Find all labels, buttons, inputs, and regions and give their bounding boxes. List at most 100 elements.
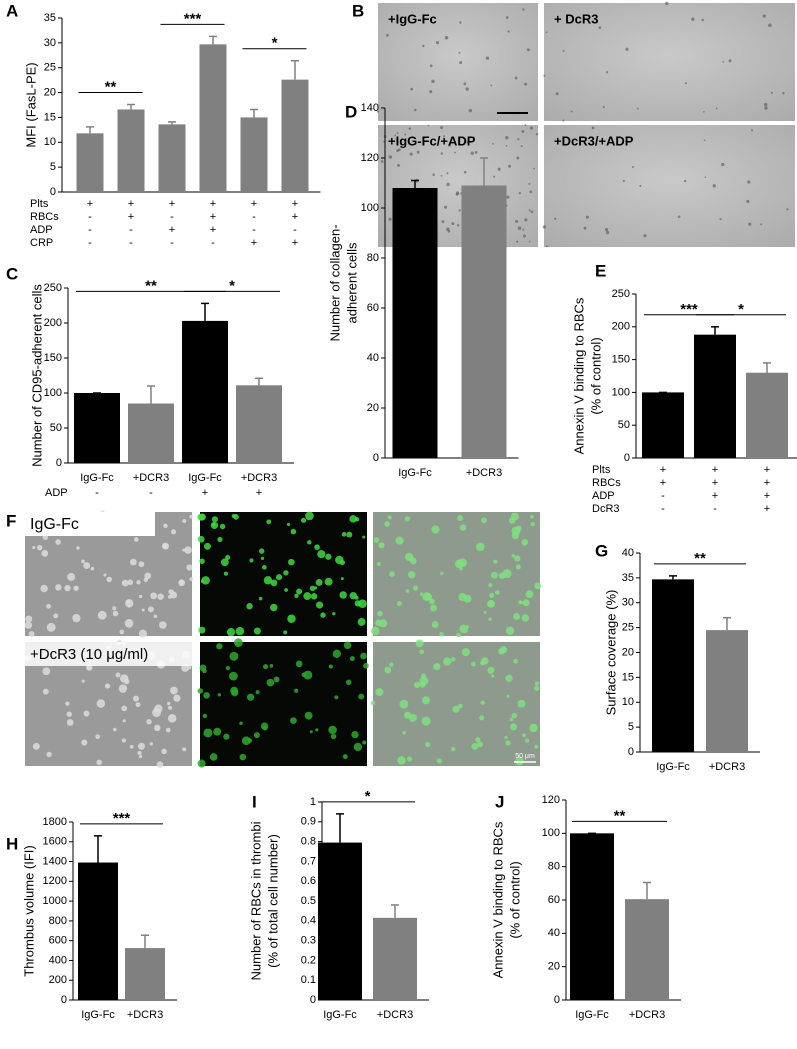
cell bbox=[770, 91, 773, 94]
cell bbox=[431, 525, 440, 534]
cell bbox=[41, 549, 49, 557]
cell bbox=[488, 583, 493, 588]
significance-label: * bbox=[365, 788, 371, 805]
cell bbox=[121, 738, 127, 743]
cell bbox=[493, 559, 498, 564]
cell bbox=[509, 723, 518, 731]
image-label: IgG-Fc bbox=[30, 516, 79, 533]
y-tick-label: 20 bbox=[548, 961, 560, 973]
cell bbox=[528, 209, 531, 212]
cell bbox=[378, 542, 385, 549]
cell bbox=[103, 573, 107, 577]
cell bbox=[96, 759, 102, 766]
cell bbox=[40, 584, 48, 593]
y-tick-label: 0 bbox=[61, 994, 67, 1006]
cell bbox=[481, 517, 487, 524]
cell bbox=[639, 184, 642, 188]
condition-sign: + bbox=[202, 487, 208, 499]
y-tick-label: 0.1 bbox=[301, 974, 316, 986]
condition-sign: + bbox=[251, 198, 257, 210]
x-tick-label: IgG-Fc bbox=[656, 761, 690, 773]
cell bbox=[489, 592, 495, 598]
y-tick-label: 20 bbox=[44, 86, 56, 98]
cell bbox=[273, 676, 280, 683]
cell bbox=[377, 610, 383, 617]
cell bbox=[235, 626, 245, 636]
cell bbox=[156, 761, 164, 768]
cell bbox=[260, 722, 269, 730]
y-axis-label: adherent cells bbox=[344, 242, 359, 323]
micrograph bbox=[544, 125, 795, 247]
cell bbox=[305, 511, 314, 521]
cell bbox=[511, 526, 521, 536]
bar bbox=[199, 44, 227, 192]
cell bbox=[425, 741, 431, 748]
y-tick-label: 50 bbox=[618, 419, 630, 431]
cell bbox=[149, 742, 154, 746]
cell bbox=[157, 593, 164, 600]
bar bbox=[236, 385, 282, 463]
condition-name: Plts bbox=[30, 198, 49, 210]
cell bbox=[386, 33, 389, 37]
condition-sign: + bbox=[210, 198, 216, 210]
cell bbox=[399, 699, 409, 709]
cell bbox=[504, 735, 508, 739]
cell bbox=[315, 578, 323, 586]
cell bbox=[521, 614, 530, 622]
bar bbox=[652, 579, 694, 752]
cell bbox=[136, 580, 141, 585]
cell bbox=[751, 129, 754, 132]
condition-sign: + bbox=[292, 198, 298, 210]
cell bbox=[602, 106, 605, 109]
y-axis-label: (% of control) bbox=[588, 337, 603, 414]
cell bbox=[520, 145, 523, 148]
cell bbox=[404, 133, 407, 136]
cell bbox=[443, 135, 446, 138]
cell bbox=[246, 693, 255, 701]
cell bbox=[345, 679, 352, 686]
cell bbox=[534, 681, 539, 686]
cell bbox=[722, 60, 725, 63]
y-axis-label: Number of RBCs in thrombi bbox=[248, 821, 263, 980]
y-tick-label: 100 bbox=[361, 202, 379, 214]
y-tick-label: 200 bbox=[44, 317, 62, 329]
cell bbox=[782, 92, 785, 95]
cell bbox=[163, 523, 168, 529]
cell bbox=[524, 218, 528, 222]
label-background bbox=[25, 642, 192, 666]
micrograph bbox=[544, 3, 795, 121]
cell bbox=[491, 674, 495, 678]
cell bbox=[199, 558, 205, 564]
cell bbox=[161, 542, 169, 550]
cell bbox=[465, 87, 469, 91]
cell bbox=[524, 124, 527, 127]
cell bbox=[419, 676, 429, 686]
y-tick-label: 35 bbox=[622, 572, 634, 584]
cell bbox=[509, 717, 514, 722]
cell bbox=[246, 603, 253, 610]
cell bbox=[529, 126, 533, 130]
x-tick-label: +DCR3 bbox=[241, 472, 277, 484]
condition-sign: + bbox=[712, 477, 718, 489]
y-tick-label: 800 bbox=[49, 915, 67, 927]
cell bbox=[138, 629, 147, 638]
cell bbox=[516, 240, 519, 243]
cell bbox=[106, 576, 112, 583]
cell bbox=[497, 167, 501, 171]
cell bbox=[388, 217, 392, 221]
significance-label: ** bbox=[145, 277, 157, 294]
cell bbox=[228, 671, 238, 681]
cell bbox=[452, 705, 460, 713]
cell bbox=[186, 564, 193, 571]
micrograph bbox=[200, 642, 367, 766]
cell bbox=[505, 740, 511, 746]
cell bbox=[499, 646, 508, 654]
bar bbox=[117, 109, 145, 192]
cell bbox=[459, 567, 463, 571]
cell bbox=[255, 690, 260, 695]
cell bbox=[513, 613, 520, 620]
cell bbox=[320, 612, 326, 618]
panel-letter: D bbox=[345, 102, 357, 121]
cell bbox=[216, 643, 223, 650]
cell bbox=[545, 245, 548, 248]
